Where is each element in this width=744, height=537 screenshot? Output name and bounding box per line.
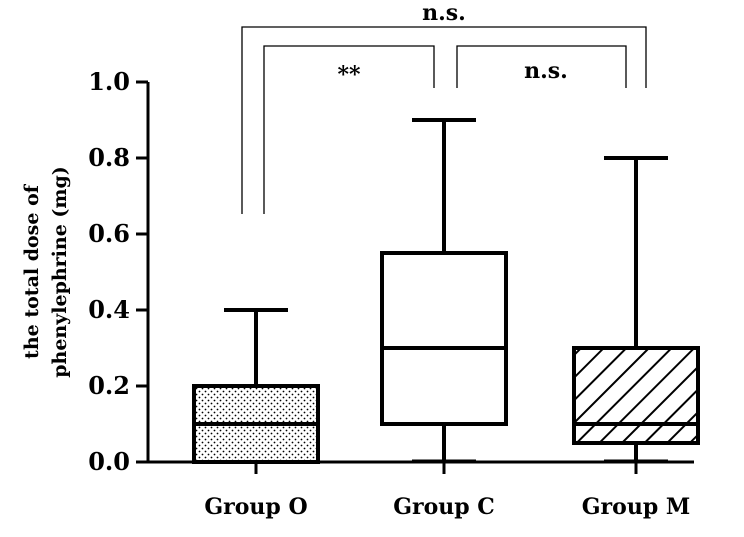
significance-bracket: n.s.	[241, 0, 647, 214]
y-tick-label: 0.8	[88, 143, 130, 172]
x-tick-label: Group O	[204, 494, 307, 520]
y-tick-label: 1.0	[88, 67, 130, 96]
y-tick-label: 0.4	[88, 295, 130, 324]
box-group-c	[380, 118, 508, 463]
x-tick-label: Group C	[393, 494, 495, 520]
bracket-line	[456, 45, 627, 88]
significance-bracket: **	[263, 45, 435, 214]
box-iqr	[380, 251, 508, 426]
y-tick-label: 0.6	[88, 219, 130, 248]
significance-label: n.s.	[422, 0, 466, 26]
bracket-line	[263, 45, 435, 214]
y-axis: 0.0 0.2 0.4 0.6 0.8 1.0	[88, 67, 150, 476]
x-tick-label: Group M	[582, 494, 690, 520]
significance-brackets: ** n.s. n.s.	[241, 0, 647, 214]
box-group-o	[192, 308, 320, 464]
significance-bracket: n.s.	[456, 45, 627, 88]
boxes	[192, 118, 700, 464]
y-axis-title: the total dose of phenylephrine (mg)	[21, 166, 71, 378]
box-iqr	[572, 346, 700, 445]
significance-label: n.s.	[524, 58, 568, 84]
y-tick-label: 0.2	[88, 371, 130, 400]
significance-label: **	[337, 62, 361, 88]
y-axis-title-line-1: the total dose of	[21, 183, 43, 359]
y-axis-title-line-2: phenylephrine (mg)	[49, 166, 71, 378]
x-axis: Group O Group C Group M	[146, 460, 694, 520]
y-tick-label: 0.0	[88, 447, 130, 476]
bracket-line	[241, 26, 647, 214]
box-group-m	[572, 156, 700, 463]
